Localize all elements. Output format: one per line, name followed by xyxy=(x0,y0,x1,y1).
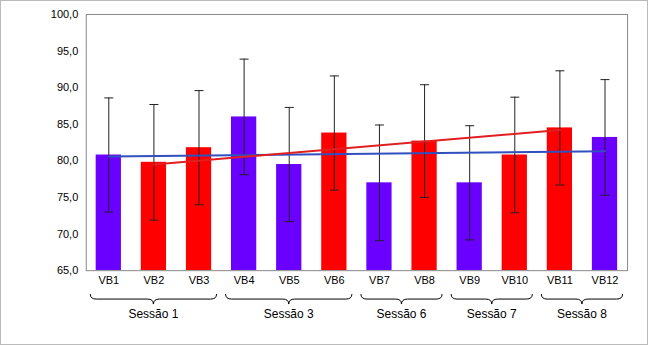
svg-text:Sessão 6: Sessão 6 xyxy=(377,307,427,321)
svg-text:Sessão 1: Sessão 1 xyxy=(128,307,178,321)
svg-text:85,0: 85,0 xyxy=(57,118,78,130)
svg-text:VB9: VB9 xyxy=(459,274,480,286)
svg-text:VB11: VB11 xyxy=(547,274,573,286)
svg-text:VB6: VB6 xyxy=(324,274,345,286)
svg-text:VB1: VB1 xyxy=(98,274,119,286)
svg-text:VB4: VB4 xyxy=(234,274,255,286)
svg-text:VB3: VB3 xyxy=(189,274,210,286)
svg-text:VB10: VB10 xyxy=(501,274,528,286)
svg-text:VB12: VB12 xyxy=(592,274,619,286)
svg-text:75,0: 75,0 xyxy=(57,191,78,203)
svg-text:65,0: 65,0 xyxy=(57,264,78,276)
svg-text:80,0: 80,0 xyxy=(57,154,78,166)
svg-text:Sessão 3: Sessão 3 xyxy=(264,307,314,321)
svg-text:Sessão 7: Sessão 7 xyxy=(467,307,517,321)
svg-text:90,0: 90,0 xyxy=(57,81,78,93)
svg-text:VB7: VB7 xyxy=(369,274,390,286)
svg-text:VB8: VB8 xyxy=(414,274,435,286)
svg-text:Sessão 8: Sessão 8 xyxy=(557,307,607,321)
svg-text:95,0: 95,0 xyxy=(57,45,78,57)
svg-text:VB2: VB2 xyxy=(144,274,165,286)
svg-text:70,0: 70,0 xyxy=(57,228,78,240)
svg-text:100,0: 100,0 xyxy=(51,8,78,20)
svg-text:VB5: VB5 xyxy=(279,274,300,286)
